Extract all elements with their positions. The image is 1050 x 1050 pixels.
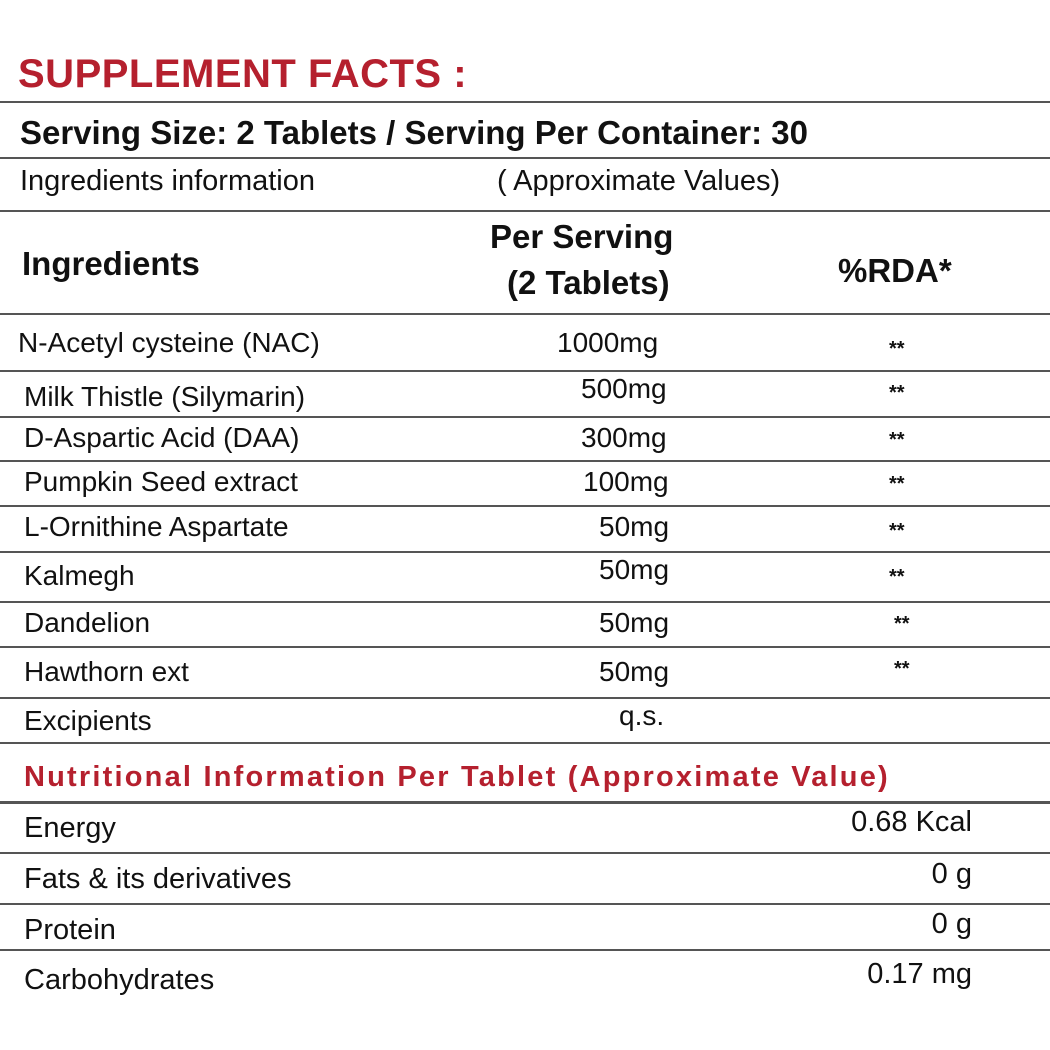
serving-size-line: Serving Size: 2 Tablets / Serving Per Co…: [20, 114, 808, 151]
nutrition-name: Energy: [24, 812, 116, 844]
ingredient-amount: 50mg: [599, 656, 670, 687]
ingredient-rda: **: [894, 613, 910, 635]
ingredient-amount: 500mg: [581, 373, 667, 404]
header-ingredients: Ingredients: [22, 245, 200, 282]
ingredient-name: Dandelion: [24, 607, 151, 638]
ingredient-rda: **: [894, 658, 910, 680]
nutrition-value: 0.17 mg: [867, 958, 972, 990]
ingredient-name: Pumpkin Seed extract: [24, 466, 298, 497]
ingredient-rda: **: [889, 520, 905, 542]
ingredient-name: D-Aspartic Acid (DAA): [24, 422, 300, 453]
divider: [0, 460, 1050, 462]
divider: [0, 505, 1050, 507]
ingredient-name: L-Ornithine Aspartate: [24, 511, 289, 542]
ingredient-amount: 1000mg: [557, 327, 659, 358]
divider: [0, 551, 1050, 553]
divider: [0, 101, 1050, 103]
ingredient-rda: **: [889, 382, 905, 404]
header-rda: %RDA*: [838, 252, 952, 289]
approximate-values-note: ( Approximate Values): [497, 165, 781, 197]
ingredient-name: Excipients: [24, 705, 152, 736]
ingredients-information-label: Ingredients information: [20, 165, 315, 197]
ingredient-name: N-Acetyl cysteine (NAC): [18, 327, 320, 358]
divider: [0, 210, 1050, 212]
header-tablets: (2 Tablets): [507, 264, 670, 301]
nutrition-title: Nutritional Information Per Tablet (Appr…: [24, 761, 890, 793]
divider: [0, 697, 1050, 699]
divider: [0, 949, 1050, 951]
divider: [0, 313, 1050, 315]
ingredient-rda: **: [889, 566, 905, 588]
divider: [0, 601, 1050, 603]
ingredient-name: Milk Thistle (Silymarin): [24, 381, 306, 412]
ingredient-amount: 100mg: [583, 466, 669, 497]
ingredient-rda: **: [889, 338, 905, 360]
ingredient-amount: q.s.: [619, 700, 665, 731]
ingredient-rda: **: [889, 429, 905, 451]
page-title: SUPPLEMENT FACTS :: [18, 52, 468, 96]
header-per-serving: Per Serving: [490, 218, 674, 255]
ingredient-amount: 50mg: [599, 554, 670, 585]
ingredient-rda: **: [889, 473, 905, 495]
nutrition-name: Carbohydrates: [24, 964, 215, 996]
divider: [0, 646, 1050, 648]
nutrition-value: 0 g: [931, 908, 972, 940]
divider: [0, 370, 1050, 372]
ingredient-amount: 50mg: [599, 511, 670, 542]
divider: [0, 157, 1050, 159]
divider: [0, 903, 1050, 905]
nutrition-value: 0.68 Kcal: [851, 806, 972, 838]
ingredient-amount: 50mg: [599, 607, 670, 638]
nutrition-value: 0 g: [931, 858, 972, 890]
divider: [0, 801, 1050, 804]
divider: [0, 852, 1050, 854]
divider: [0, 742, 1050, 744]
ingredient-name: Kalmegh: [24, 560, 135, 591]
ingredient-name: Hawthorn ext: [24, 656, 189, 687]
nutrition-name: Fats & its derivatives: [24, 863, 292, 895]
ingredient-amount: 300mg: [581, 422, 667, 453]
nutrition-name: Protein: [24, 914, 116, 946]
divider: [0, 416, 1050, 418]
